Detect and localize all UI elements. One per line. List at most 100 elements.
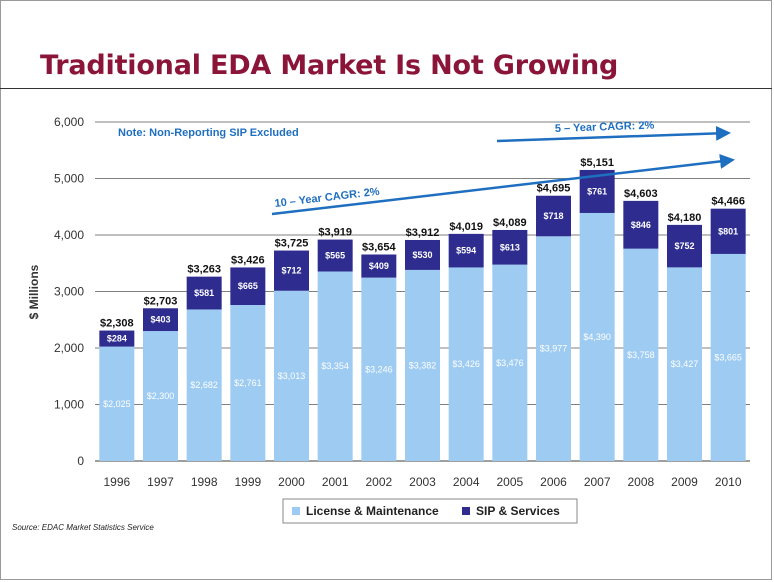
data-label-total: $3,426	[231, 254, 265, 266]
cagr-5-annotation: 5 – Year CAGR: 2%	[555, 120, 655, 135]
bar-sip-services	[317, 239, 353, 272]
data-label-total: $4,695	[537, 183, 571, 195]
bar-license-maintenance	[667, 267, 702, 461]
bar-sip-services	[143, 308, 178, 332]
bar-license-maintenance	[448, 267, 484, 461]
data-label-license: $3,758	[627, 350, 655, 360]
x-tick-label: 2010	[715, 475, 742, 489]
cagr-10-arrow	[271, 153, 735, 216]
x-tick-label: 2007	[584, 475, 611, 489]
y-tick-label: 2,000	[54, 341, 84, 355]
data-label-total: $3,725	[275, 238, 309, 250]
y-tick-label: 4,000	[54, 228, 84, 242]
data-label-sip: $846	[631, 220, 651, 230]
x-tick-label: 1999	[234, 475, 261, 489]
bar-license-maintenance	[99, 346, 135, 461]
bar-license-maintenance	[623, 248, 659, 461]
bar-sip-services	[492, 229, 528, 265]
bar-sip-services	[186, 276, 222, 310]
bar-sip-services	[405, 239, 440, 270]
data-label-license: $3,665	[714, 352, 742, 362]
y-tick-label: 5,000	[54, 172, 84, 186]
x-tick-label: 2003	[409, 475, 436, 489]
bar-sip-services	[361, 254, 397, 278]
x-tick-label: 1997	[147, 475, 174, 489]
x-tick-label: 2000	[278, 475, 305, 489]
data-label-license: $2,025	[103, 399, 131, 409]
data-label-license: $2,761	[234, 378, 262, 388]
data-label-total: $4,089	[493, 217, 527, 229]
bar-sip-services	[623, 200, 659, 249]
data-label-license: $3,426	[452, 359, 480, 369]
data-label-sip: $718	[543, 211, 563, 221]
x-tick-label: 2008	[627, 475, 654, 489]
x-tick-label: 2004	[453, 475, 480, 489]
data-label-sip: $409	[369, 261, 389, 271]
data-label-license: $2,682	[190, 380, 218, 390]
data-label-license: $3,427	[671, 359, 699, 369]
data-label-license: $3,354	[321, 361, 349, 371]
data-label-total: $4,603	[624, 188, 658, 200]
bar-license-maintenance	[274, 290, 309, 461]
data-label-sip: $665	[238, 281, 258, 291]
x-axis-ticks: 1996 1997 1998 1999 2000 2001 2002 2003 2004 2005…	[103, 475, 741, 489]
cagr-5-arrow	[496, 125, 731, 143]
data-label-total: $3,912	[406, 227, 440, 239]
legend-label-sip: SIP & Services	[476, 504, 560, 518]
bar-sip-services	[448, 233, 484, 268]
data-label-license: $3,977	[540, 344, 568, 354]
bar-license-maintenance	[143, 331, 178, 461]
x-tick-label: 1998	[191, 475, 218, 489]
bar-sip-services	[710, 208, 746, 254]
bar-sip-services	[536, 195, 571, 237]
data-label-sip: $530	[412, 250, 432, 260]
bar-sip-services	[274, 250, 309, 291]
legend-label-license: License & Maintenance	[306, 504, 439, 518]
x-tick-label: 2002	[365, 475, 392, 489]
bar-license-maintenance	[579, 212, 615, 461]
bar-sip-services	[230, 267, 266, 306]
y-tick-label: 6,000	[54, 115, 84, 129]
data-label-sip: $801	[718, 226, 738, 236]
note-annotation: Note: Non-Reporting SIP Excluded	[118, 127, 299, 139]
bar-license-maintenance	[317, 271, 353, 461]
bar-sip-services	[667, 224, 702, 268]
data-label-license: $3,013	[278, 371, 306, 381]
y-tick-label: 1,000	[54, 398, 84, 412]
bar-license-maintenance	[492, 264, 528, 461]
bars: $2,025 $284 $2,308 $2,300 $403 $2,703 $2,682 $5…	[99, 157, 746, 461]
data-label-total: $4,180	[668, 212, 702, 224]
data-label-total: $2,308	[100, 318, 134, 330]
legend-swatch-license	[292, 507, 300, 515]
data-label-license: $3,246	[365, 364, 393, 374]
data-label-total: $2,703	[144, 295, 178, 307]
data-label-sip: $752	[674, 241, 694, 251]
data-label-total: $3,263	[187, 264, 221, 276]
data-label-sip: $403	[150, 315, 170, 325]
x-tick-label: 1996	[103, 475, 130, 489]
data-label-sip: $594	[456, 246, 476, 256]
data-label-sip: $581	[194, 288, 214, 298]
x-tick-label: 2001	[322, 475, 349, 489]
legend-swatch-sip	[462, 507, 470, 515]
title-divider	[0, 88, 772, 89]
bar-license-maintenance	[186, 309, 222, 461]
data-label-sip: $284	[107, 334, 127, 344]
bar-license-maintenance	[361, 277, 397, 461]
data-label-total: $4,019	[449, 221, 483, 233]
y-tick-label: 0	[77, 454, 84, 468]
bar-license-maintenance	[536, 236, 571, 461]
x-tick-label: 2009	[671, 475, 698, 489]
data-label-total: $5,151	[580, 157, 614, 169]
data-label-license: $3,382	[409, 360, 437, 370]
data-label-sip: $565	[325, 251, 345, 261]
bar-sip-services	[99, 330, 135, 347]
bar-license-maintenance	[405, 269, 440, 461]
slide-title: Traditional EDA Market Is Not Growing	[40, 50, 619, 81]
data-label-total: $3,654	[362, 241, 397, 253]
y-axis-label: $ Millions	[27, 264, 41, 319]
x-tick-label: 2006	[540, 475, 567, 489]
data-label-sip: $712	[281, 266, 301, 276]
data-label-total: $3,919	[318, 227, 352, 239]
